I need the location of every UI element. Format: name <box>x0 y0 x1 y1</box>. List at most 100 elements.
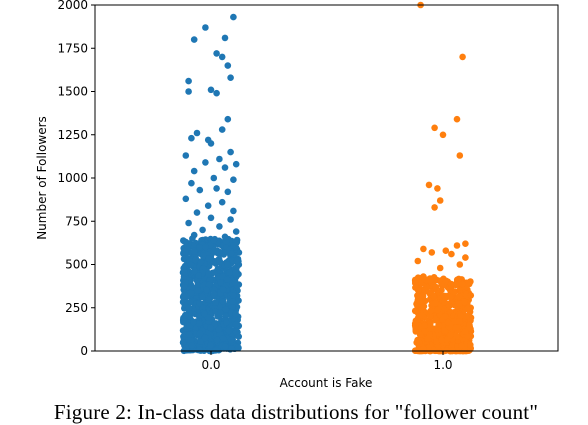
data-point-fake <box>452 281 460 289</box>
data-point-real <box>207 140 215 147</box>
data-point-real <box>179 339 187 346</box>
data-point-real <box>212 308 219 315</box>
data-point-real <box>217 309 224 317</box>
data-point-fake <box>441 292 448 300</box>
data-point-real <box>227 74 234 81</box>
data-point-real <box>205 281 213 289</box>
data-point-real <box>185 88 192 95</box>
data-point-fake <box>430 346 437 354</box>
data-point-real <box>224 188 232 196</box>
y-tick-label: 2000 <box>57 0 88 12</box>
data-point-fake <box>434 185 441 192</box>
y-tick-label: 500 <box>65 258 88 272</box>
data-point-real <box>231 279 239 287</box>
data-point-real <box>218 53 226 61</box>
data-point-fake <box>462 254 469 261</box>
data-point-real <box>235 333 242 340</box>
y-tick-label: 1500 <box>57 85 88 99</box>
data-point-fake <box>456 152 464 159</box>
data-point-real <box>185 77 192 85</box>
data-point-real <box>207 241 214 249</box>
data-point-fake <box>416 298 424 305</box>
data-point-fake <box>458 342 465 350</box>
data-point-fake <box>439 131 447 139</box>
data-point-fake <box>457 312 465 320</box>
data-point-real <box>230 242 237 249</box>
y-tick-label: 750 <box>65 214 88 228</box>
data-point-fake <box>443 336 451 343</box>
data-point-real <box>221 34 229 42</box>
data-point-real <box>182 238 190 246</box>
data-point-real <box>200 252 207 260</box>
data-point-fake <box>459 280 466 288</box>
data-point-real <box>207 341 214 349</box>
data-point-real <box>213 50 220 57</box>
data-point-real <box>234 344 242 351</box>
data-points <box>179 1 475 355</box>
data-point-real <box>202 243 209 251</box>
data-point-real <box>216 258 223 265</box>
data-point-real <box>197 258 205 266</box>
data-point-real <box>230 13 237 21</box>
data-point-real <box>196 346 203 354</box>
data-point-real <box>223 319 230 326</box>
data-point-fake <box>427 307 434 315</box>
data-point-real <box>216 223 223 230</box>
data-point-real <box>229 292 237 299</box>
data-point-real <box>194 287 202 294</box>
data-point-real <box>224 62 232 69</box>
y-tick-label: 1000 <box>57 171 88 185</box>
data-point-real <box>190 247 198 255</box>
data-point-real <box>207 214 215 222</box>
data-point-real <box>212 299 219 306</box>
data-point-real <box>222 306 230 313</box>
data-point-real <box>219 298 227 306</box>
data-point-real <box>232 310 239 318</box>
data-point-fake <box>420 245 427 253</box>
data-point-fake <box>433 326 441 333</box>
data-point-fake <box>430 292 437 300</box>
data-point-real <box>191 267 198 275</box>
data-point-real <box>207 86 215 94</box>
strip-chart: 0 250 500 750 1000 1250 1500 1750 2000 0.0 1.0 Ac… <box>35 0 559 390</box>
data-point-fake <box>467 341 474 349</box>
data-point-fake <box>455 318 463 325</box>
data-point-real <box>232 321 240 328</box>
data-point-real <box>223 276 231 283</box>
data-point-real <box>195 272 202 279</box>
data-point-real <box>228 345 236 352</box>
data-point-real <box>188 179 195 187</box>
y-axis-label: Number of Followers <box>35 116 49 240</box>
y-tick-label: 0 <box>80 344 88 358</box>
data-point-real <box>191 256 199 264</box>
data-point-real <box>229 303 236 310</box>
data-point-fake <box>442 247 450 254</box>
data-point-real <box>185 304 193 312</box>
data-point-fake <box>445 302 453 310</box>
data-point-real <box>215 326 223 333</box>
data-point-real <box>221 343 229 350</box>
data-point-fake <box>459 53 466 61</box>
data-point-real <box>213 336 221 344</box>
data-point-fake <box>433 338 440 345</box>
data-point-fake <box>461 328 469 336</box>
data-point-real <box>197 338 204 346</box>
data-point-real <box>206 276 214 284</box>
data-point-fake <box>422 276 430 284</box>
data-point-fake <box>455 293 463 300</box>
data-point-fake <box>421 322 428 329</box>
data-point-real <box>218 126 226 133</box>
data-point-real <box>190 167 198 175</box>
data-point-real <box>230 207 237 215</box>
data-point-real <box>229 298 237 305</box>
data-point-fake <box>428 249 436 256</box>
y-axis-ticks: 0 250 500 750 1000 1250 1500 1750 2000 <box>57 0 95 358</box>
data-point-real <box>188 283 196 291</box>
data-point-real <box>187 289 195 297</box>
data-point-real <box>205 255 213 263</box>
data-point-real <box>227 148 234 156</box>
data-point-real <box>190 36 198 43</box>
data-point-real <box>179 293 187 301</box>
data-point-fake <box>419 292 427 300</box>
data-point-real <box>227 216 234 223</box>
